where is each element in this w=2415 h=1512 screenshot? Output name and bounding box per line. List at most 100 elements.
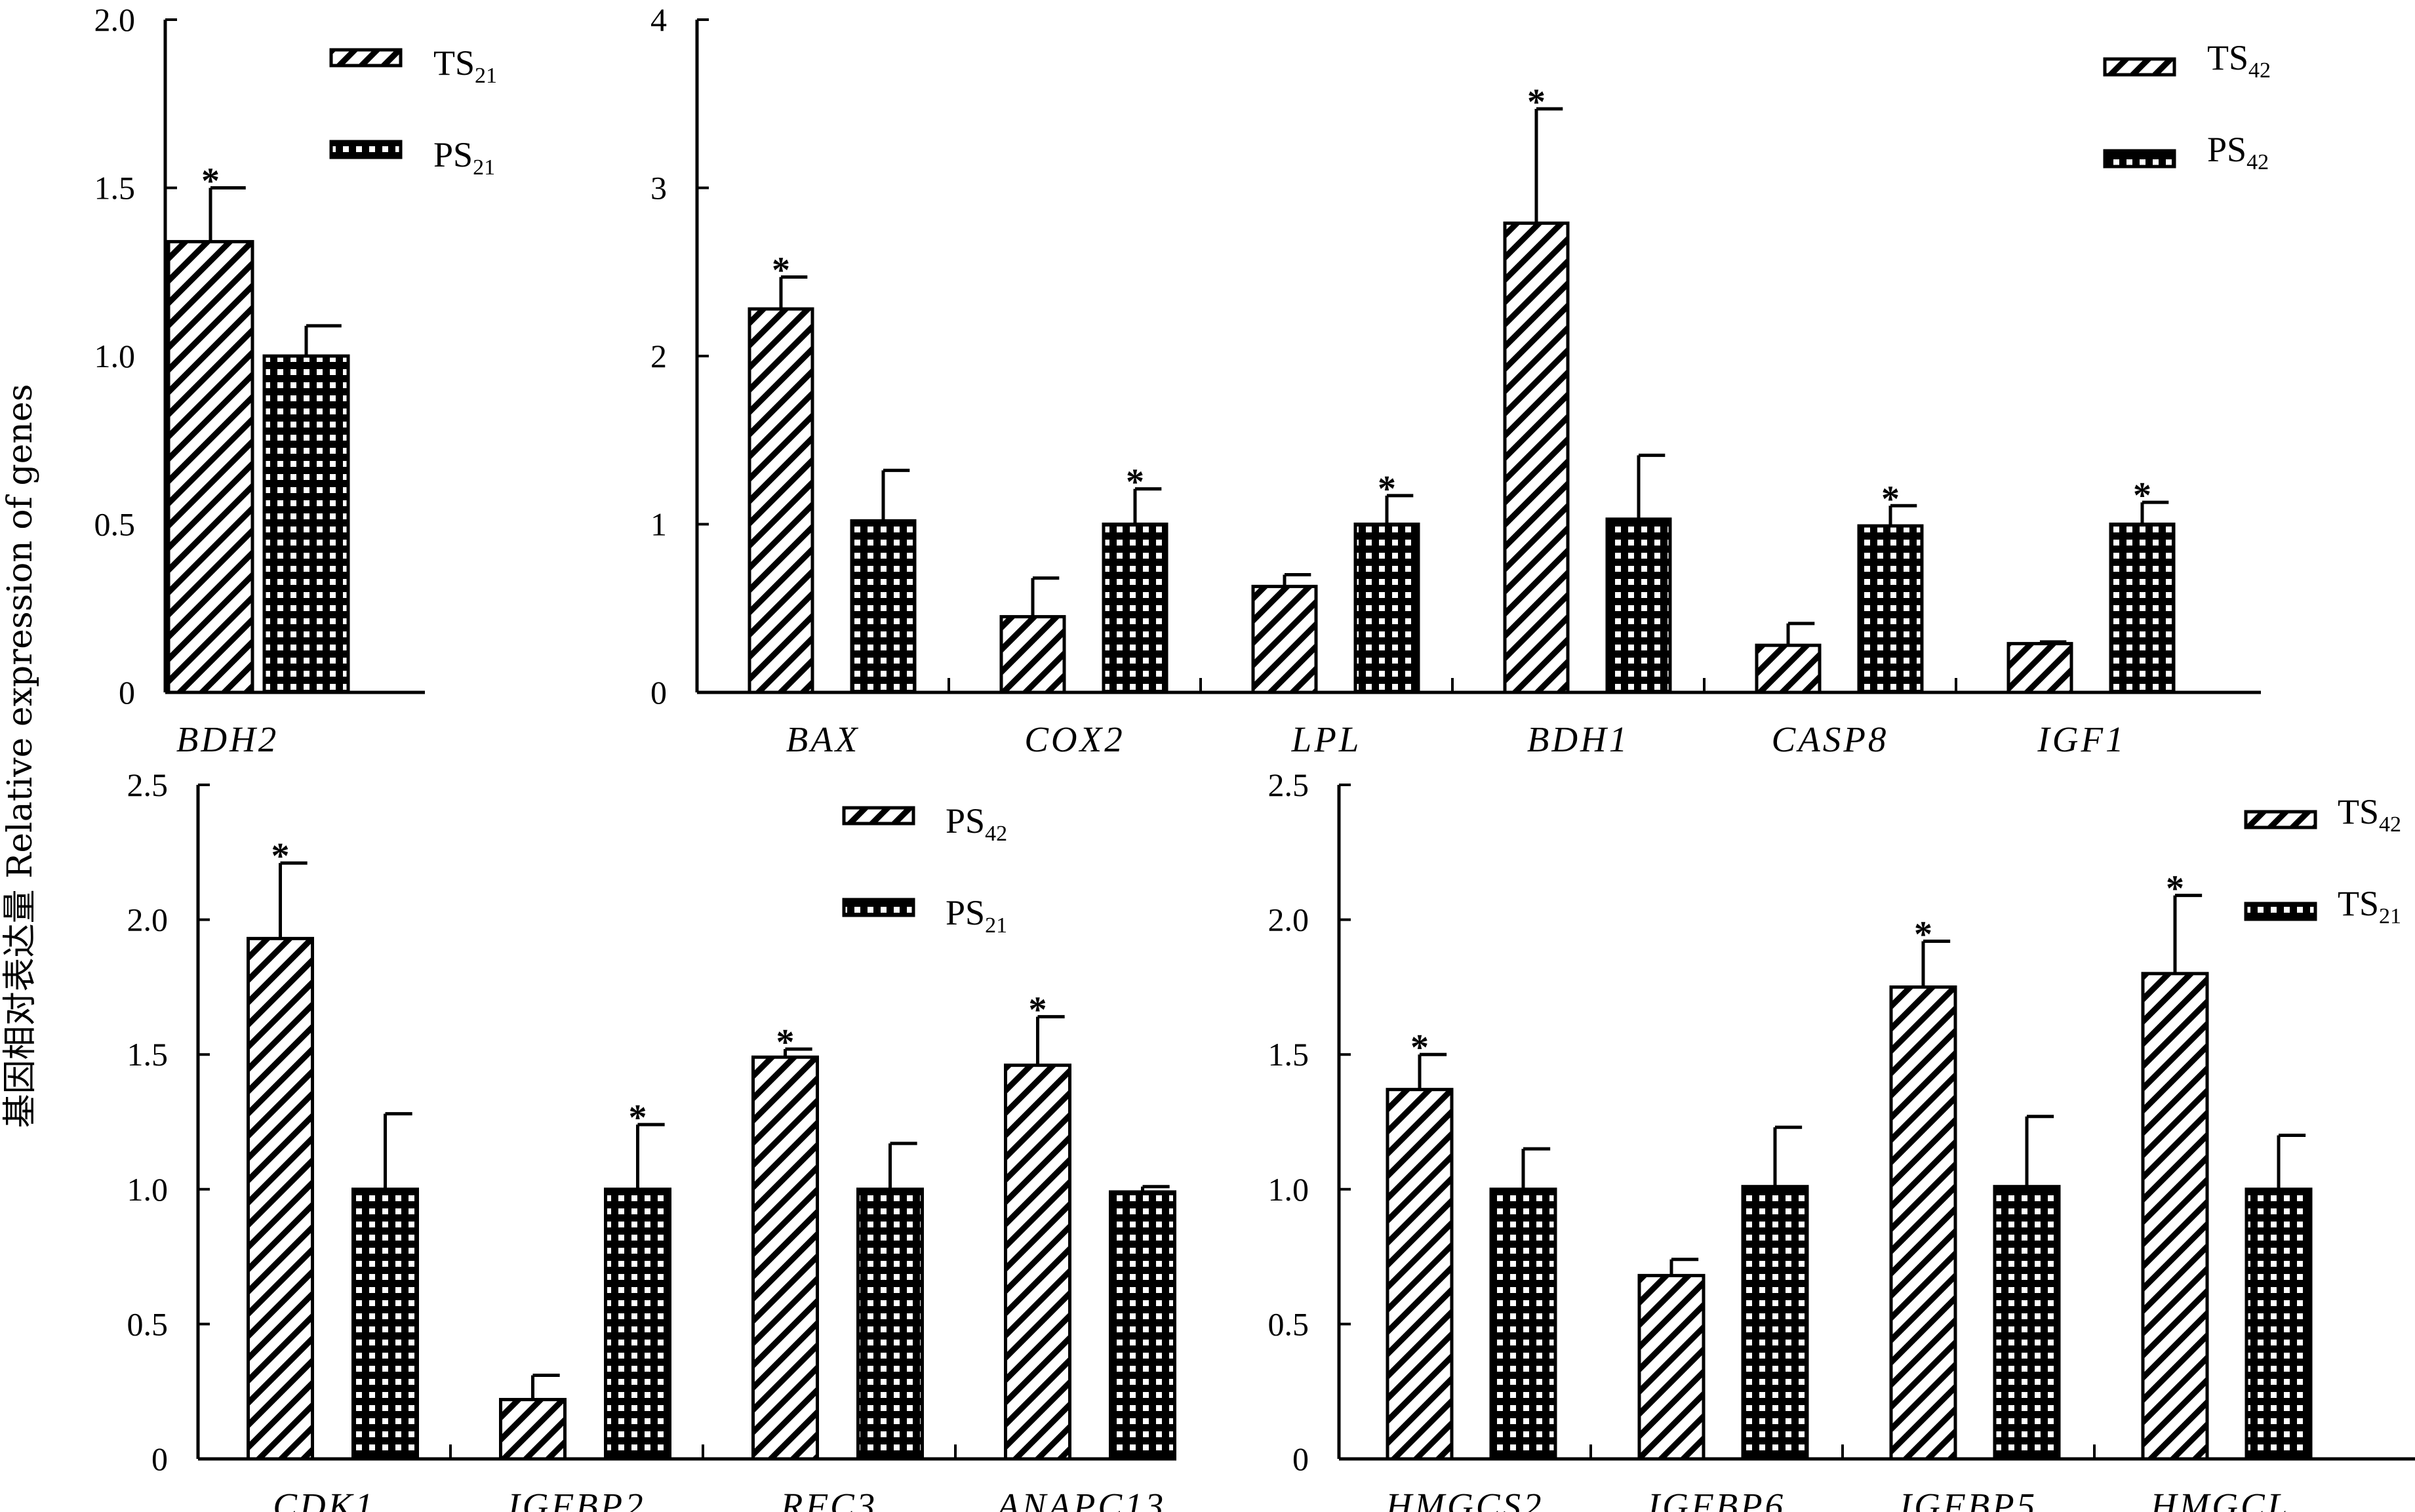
y-tick-label: 1.0 bbox=[94, 338, 136, 374]
bar-BAX-PS42 bbox=[850, 519, 917, 694]
bar-BDH2-TS21 bbox=[167, 240, 254, 694]
significance-star: * bbox=[1914, 914, 1932, 955]
category-label: BDH2 bbox=[176, 719, 279, 759]
significance-star: * bbox=[1527, 82, 1546, 123]
legend-label-PS42: PS42 bbox=[2207, 130, 2269, 174]
y-tick-label: 2.0 bbox=[1268, 902, 1309, 938]
y-axis-label: 基因相对表达量 Relative expression of genes bbox=[1, 384, 40, 1128]
category-label: IGF1 bbox=[2037, 719, 2126, 759]
y-tick-label: 2.0 bbox=[127, 902, 169, 938]
legend-swatch-TS21 bbox=[329, 48, 403, 68]
significance-star: * bbox=[1126, 462, 1144, 503]
significance-star: * bbox=[1378, 469, 1396, 509]
bar-CASP8-TS42 bbox=[1755, 643, 1822, 694]
category-label: BAX bbox=[786, 719, 860, 759]
legend-label-PS42: PS42 bbox=[946, 801, 1007, 846]
y-tick-label: 0.5 bbox=[94, 506, 136, 543]
bar-CDK1-PS21 bbox=[351, 1187, 419, 1461]
legend-label-TS21: TS21 bbox=[433, 43, 497, 88]
category-label: LPL bbox=[1291, 719, 1362, 759]
significance-star: * bbox=[776, 1022, 795, 1063]
bar-IGFBP6-TS42 bbox=[1637, 1273, 1706, 1461]
y-tick-label: 0.5 bbox=[1268, 1305, 1309, 1342]
significance-star: * bbox=[271, 836, 290, 877]
bar-IGFBP5-TS21 bbox=[1993, 1185, 2061, 1461]
legend-label-PS21: PS21 bbox=[433, 135, 495, 180]
panel-bottom-right: 0 0.5 1.0 1.5 2.0 2.5 HMGCS2 * IGFBP6 IGFBP5 * HMGC… bbox=[1268, 766, 2415, 1512]
bar-IGF1-PS42 bbox=[2109, 523, 2176, 694]
category-label: IGFBP6 bbox=[1647, 1486, 1786, 1512]
bar-HMGCS2-TS21 bbox=[1489, 1187, 1557, 1461]
bar-HMGCL-TS21 bbox=[2245, 1187, 2313, 1461]
bar-LPL-PS42 bbox=[1353, 523, 1420, 694]
legend-swatch-TS42 bbox=[2103, 57, 2176, 77]
legend-label-TS42: TS42 bbox=[2338, 792, 2401, 837]
bar-ANAPC13-PS42 bbox=[1004, 1064, 1071, 1461]
category-label: ANAPC13 bbox=[995, 1486, 1166, 1512]
y-tick-label: 1.0 bbox=[127, 1171, 169, 1208]
legend-swatch-TS21 bbox=[2244, 902, 2317, 921]
significance-star: * bbox=[2133, 475, 2151, 516]
y-tick-label: 1 bbox=[650, 506, 667, 543]
bar-IGFBP2-PS42 bbox=[499, 1398, 567, 1461]
bar-RFC3-PS21 bbox=[856, 1187, 924, 1461]
y-tick-label: 1.0 bbox=[1268, 1171, 1309, 1208]
category-label: IGFBP5 bbox=[1899, 1486, 2037, 1512]
bar-BDH1-TS42 bbox=[1503, 221, 1570, 694]
category-label: COX2 bbox=[1024, 719, 1125, 759]
bar-LPL-TS42 bbox=[1251, 584, 1318, 694]
y-tick-label: 1.5 bbox=[1268, 1036, 1309, 1073]
panel-top-left: 0 0.5 1.0 1.5 2.0 BDH2 * TS21 PS21 bbox=[94, 1, 498, 759]
y-tick-label: 2 bbox=[650, 338, 667, 374]
category-label: IGFBP2 bbox=[507, 1486, 645, 1512]
significance-star: * bbox=[629, 1098, 647, 1138]
legend-swatch-PS42 bbox=[2103, 149, 2176, 169]
bar-ANAPC13-PS21 bbox=[1109, 1190, 1176, 1461]
significance-star: * bbox=[1029, 990, 1047, 1031]
significance-star: * bbox=[2166, 869, 2184, 909]
bar-COX2-PS42 bbox=[1102, 523, 1168, 694]
y-tick-label: 2.5 bbox=[127, 766, 169, 803]
y-tick-label: 1.5 bbox=[94, 170, 136, 207]
bar-IGF1-TS42 bbox=[2006, 642, 2073, 694]
y-tick-label: 4 bbox=[650, 1, 667, 38]
category-label: HMGCL bbox=[2150, 1486, 2290, 1512]
category-label: RFC3 bbox=[780, 1486, 877, 1512]
y-tick-label: 0 bbox=[151, 1441, 168, 1477]
bar-CASP8-PS42 bbox=[1857, 524, 1924, 694]
legend-swatch-TS42 bbox=[2244, 810, 2317, 829]
significance-star: * bbox=[1410, 1027, 1429, 1068]
bar-BAX-TS42 bbox=[748, 307, 814, 694]
legend-swatch-PS21 bbox=[329, 140, 403, 159]
category-label: CASP8 bbox=[1772, 719, 1889, 759]
y-tick-label: 2.5 bbox=[1268, 766, 1309, 803]
bar-IGFBP6-TS21 bbox=[1741, 1185, 1809, 1461]
significance-star: * bbox=[201, 161, 220, 202]
bar-BDH1-PS42 bbox=[1605, 517, 1672, 694]
legend-label-TS21: TS21 bbox=[2338, 884, 2401, 928]
category-label: BDH1 bbox=[1527, 719, 1630, 759]
y-tick-label: 0 bbox=[650, 674, 667, 711]
y-tick-label: 0 bbox=[119, 674, 135, 711]
y-tick-label: 0.5 bbox=[127, 1305, 169, 1342]
legend-swatch-PS42 bbox=[842, 806, 915, 826]
bar-HMGCL-TS42 bbox=[2141, 972, 2209, 1461]
bar-HMGCS2-TS42 bbox=[1386, 1088, 1454, 1461]
panel-bottom-left: 0 0.5 1.0 1.5 2.0 2.5 CDK1 * IGFBP2 * RFC3 * ANAPC13… bbox=[127, 766, 1176, 1512]
bar-IGFBP5-TS42 bbox=[1889, 985, 1957, 1461]
y-tick-label: 1.5 bbox=[127, 1036, 169, 1073]
legend-label-PS21: PS21 bbox=[946, 893, 1007, 938]
panel-top-right: 0 1 2 3 4 BAX * COX2 * LPL * BDH1 * CASP8 * IGF1 * TS42 PS… bbox=[650, 1, 2271, 759]
bar-COX2-TS42 bbox=[999, 615, 1066, 694]
y-tick-label: 2.0 bbox=[94, 1, 136, 38]
legend-swatch-PS21 bbox=[842, 898, 915, 917]
y-tick-label: 0 bbox=[1292, 1441, 1309, 1477]
y-tick-label: 3 bbox=[650, 170, 667, 207]
bar-RFC3-PS42 bbox=[751, 1055, 819, 1461]
bar-IGFBP2-PS21 bbox=[604, 1187, 671, 1461]
significance-star: * bbox=[1881, 479, 1900, 519]
category-label: CDK1 bbox=[273, 1486, 376, 1512]
legend-label-TS42: TS42 bbox=[2207, 38, 2271, 83]
category-label: HMGCS2 bbox=[1386, 1486, 1544, 1512]
